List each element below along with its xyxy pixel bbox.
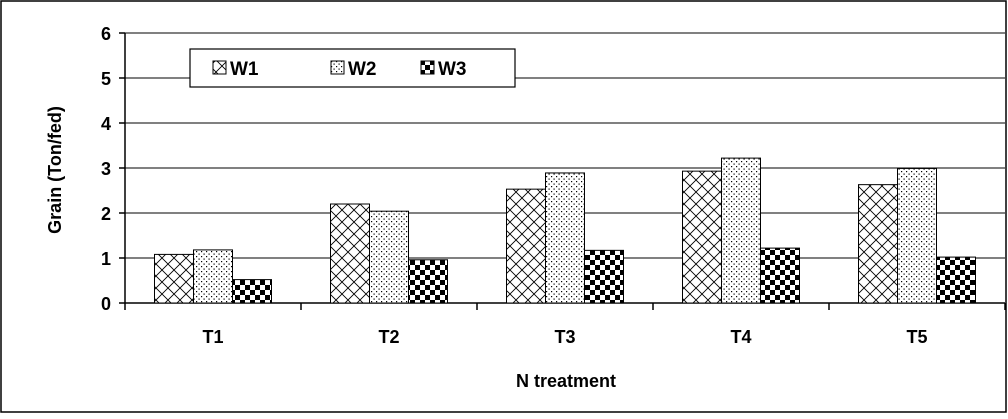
legend-swatch-w1 <box>212 60 227 75</box>
x-tick-label-t1: T1 <box>202 327 223 347</box>
y-tick-label-1: 1 <box>101 249 111 269</box>
legend-swatch-w2 <box>330 60 345 75</box>
y-tick-label-0: 0 <box>101 294 111 314</box>
y-axis-label: Grain (Ton/fed) <box>45 106 65 234</box>
bar-w1-t4 <box>682 170 722 304</box>
bar-w3-t3 <box>584 249 624 304</box>
y-tick-label-5: 5 <box>101 69 111 89</box>
bars <box>154 157 976 304</box>
x-tick-label-t2: T2 <box>378 327 399 347</box>
legend: W1 W2 W3 <box>189 48 516 88</box>
bar-w2-t3 <box>545 172 585 304</box>
x-tick-label-t3: T3 <box>554 327 575 347</box>
x-axis-label: N treatment <box>516 371 616 391</box>
bar-w2-t4 <box>721 157 761 304</box>
legend-label-w2: W2 <box>348 59 377 80</box>
y-tick-label-3: 3 <box>101 159 111 179</box>
bar-w2-t2 <box>369 210 409 304</box>
bar-w1-t5 <box>858 184 898 304</box>
bar-w2-t5 <box>897 167 937 304</box>
legend-box <box>189 48 516 88</box>
x-tick-label-t5: T5 <box>906 327 927 347</box>
bar-w3-t4 <box>760 247 800 304</box>
y-tick-label-4: 4 <box>101 114 111 134</box>
y-tick-labels: 0 1 2 3 4 5 6 <box>101 24 111 314</box>
y-tick-label-2: 2 <box>101 204 111 224</box>
bar-w3-t1 <box>232 279 272 304</box>
bar-w1-t3 <box>506 188 546 304</box>
bar-w3-t2 <box>408 259 448 304</box>
bar-w2-t1 <box>193 249 233 304</box>
bar-w1-t1 <box>154 253 194 304</box>
bar-w1-t2 <box>330 203 370 304</box>
y-tick-label-6: 6 <box>101 24 111 44</box>
x-tick-labels: T1 T2 T3 T4 T5 <box>202 327 927 347</box>
legend-swatch-w3 <box>420 60 435 75</box>
bar-w3-t5 <box>936 256 976 304</box>
x-tick-label-t4: T4 <box>730 327 751 347</box>
legend-label-w3: W3 <box>438 59 467 80</box>
legend-label-w1: W1 <box>230 59 259 80</box>
